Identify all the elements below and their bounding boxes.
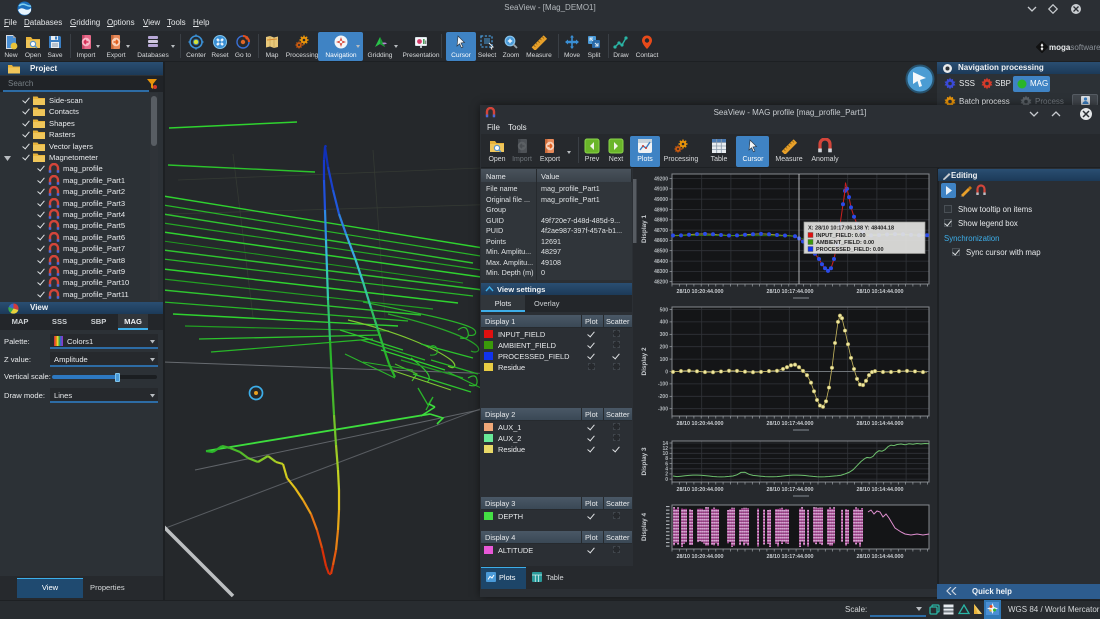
svg-text:49200: 49200 bbox=[654, 176, 668, 182]
svg-text:28/10 10:17:44.000: 28/10 10:17:44.000 bbox=[766, 487, 813, 493]
svg-text:49000: 49000 bbox=[654, 197, 668, 203]
svg-text:X: 28/10 10:17:06.138 Y: 48404: X: 28/10 10:17:06.138 Y: 48404.18 bbox=[808, 226, 894, 232]
svg-text:48400: 48400 bbox=[654, 259, 668, 265]
svg-text:Display 4: Display 4 bbox=[641, 513, 648, 542]
svg-text:28/10 10:14:44.000: 28/10 10:14:44.000 bbox=[856, 554, 903, 560]
svg-text:28/10 10:14:44.000: 28/10 10:14:44.000 bbox=[856, 421, 903, 427]
svg-text:28/10 10:17:44.000: 28/10 10:17:44.000 bbox=[766, 554, 813, 560]
svg-text:-100: -100 bbox=[658, 382, 668, 388]
svg-text:Display 2: Display 2 bbox=[641, 347, 648, 376]
svg-text:INPUT_FIELD: 0.00: INPUT_FIELD: 0.00 bbox=[816, 233, 866, 239]
svg-text:28/10 10:20:44.000: 28/10 10:20:44.000 bbox=[676, 554, 723, 560]
svg-text:28/10 10:20:44.000: 28/10 10:20:44.000 bbox=[676, 289, 723, 295]
svg-text:200: 200 bbox=[660, 345, 669, 351]
svg-text:28/10 10:14:44.000: 28/10 10:14:44.000 bbox=[856, 487, 903, 493]
svg-text:-200: -200 bbox=[658, 394, 668, 400]
svg-text:28/10 10:17:44.000: 28/10 10:17:44.000 bbox=[766, 289, 813, 295]
svg-text:Display 1: Display 1 bbox=[641, 215, 648, 244]
svg-text:10: 10 bbox=[662, 451, 668, 457]
svg-text:0: 0 bbox=[665, 369, 668, 375]
svg-text:14: 14 bbox=[662, 441, 668, 447]
svg-text:300: 300 bbox=[660, 332, 669, 338]
svg-text:PROCESSED_FIELD: 0.00: PROCESSED_FIELD: 0.00 bbox=[816, 247, 884, 253]
svg-text:100: 100 bbox=[660, 357, 669, 363]
svg-text:AMBIENT_FIELD: 0.00: AMBIENT_FIELD: 0.00 bbox=[816, 240, 874, 246]
svg-text:4: 4 bbox=[665, 467, 668, 473]
svg-text:400: 400 bbox=[660, 320, 669, 326]
svg-text:12: 12 bbox=[662, 446, 668, 452]
svg-text:48700: 48700 bbox=[654, 228, 668, 234]
svg-text:28/10 10:14:44.000: 28/10 10:14:44.000 bbox=[856, 289, 903, 295]
svg-text:500: 500 bbox=[660, 307, 669, 313]
svg-text:8: 8 bbox=[665, 456, 668, 462]
svg-text:6: 6 bbox=[665, 461, 668, 467]
svg-text:48800: 48800 bbox=[654, 218, 668, 224]
svg-text:48600: 48600 bbox=[654, 238, 668, 244]
svg-text:28/10 10:17:44.000: 28/10 10:17:44.000 bbox=[766, 421, 813, 427]
svg-text:49100: 49100 bbox=[654, 187, 668, 193]
svg-text:Display 3: Display 3 bbox=[641, 447, 648, 476]
svg-text:28/10 10:20:44.000: 28/10 10:20:44.000 bbox=[676, 487, 723, 493]
svg-text:-300: -300 bbox=[658, 407, 668, 413]
svg-text:48300: 48300 bbox=[654, 269, 668, 275]
svg-text:0: 0 bbox=[665, 477, 668, 483]
svg-text:28/10 10:20:44.000: 28/10 10:20:44.000 bbox=[676, 421, 723, 427]
svg-text:48200: 48200 bbox=[654, 280, 668, 286]
svg-text:2: 2 bbox=[665, 472, 668, 478]
svg-text:48900: 48900 bbox=[654, 207, 668, 213]
svg-text:48500: 48500 bbox=[654, 249, 668, 255]
